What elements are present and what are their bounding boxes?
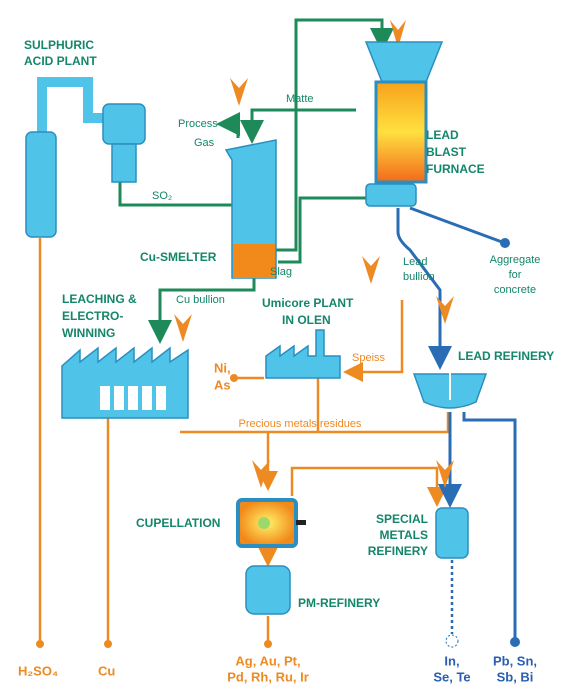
- label: Matte: [286, 93, 314, 105]
- label: Aggregate: [490, 254, 541, 266]
- aggregate-line: [409, 206, 503, 244]
- label: SO₂: [152, 190, 172, 202]
- label: PM-REFINERY: [298, 596, 380, 610]
- label: Speiss: [352, 352, 386, 364]
- umicore-plant: [265, 329, 341, 379]
- label: ELECTRO-: [62, 309, 123, 323]
- output: Pb, Sn,: [493, 653, 537, 668]
- speiss-line: [343, 300, 404, 382]
- acid-vessel: [102, 103, 146, 145]
- label: bullion: [403, 271, 435, 283]
- special-refinery-vessel: [435, 507, 469, 559]
- label: concrete: [494, 284, 536, 296]
- label: METALS: [380, 528, 428, 542]
- label: Process: [178, 118, 218, 130]
- acid-vessel-base: [111, 143, 137, 183]
- label: WINNING: [62, 326, 115, 340]
- pm-refinery-vessel: [245, 565, 291, 615]
- output: Sb, Bi: [497, 669, 534, 684]
- output: H₂SO₄: [18, 663, 58, 678]
- label: LEACHING &: [62, 292, 137, 306]
- label: Cu-SMELTER: [140, 250, 217, 264]
- flows: [36, 18, 520, 648]
- so2-line: [118, 180, 238, 207]
- label: Ni,: [214, 360, 231, 375]
- label: ACID PLANT: [24, 54, 97, 68]
- dot: [230, 374, 238, 382]
- label: Precious metals residues: [239, 418, 362, 430]
- label: CUPELLATION: [136, 516, 220, 530]
- cells: [100, 386, 166, 410]
- to-special: [290, 466, 447, 507]
- furnace-hopper: [364, 41, 444, 83]
- label: Cu bullion: [176, 294, 225, 306]
- equipment: [25, 41, 488, 615]
- dot: [104, 640, 112, 648]
- label: Gas: [194, 137, 215, 149]
- label: SULPHURIC: [24, 38, 94, 52]
- acid-tower: [25, 131, 57, 238]
- acid-pipe: [37, 77, 110, 132]
- dot: [445, 634, 459, 648]
- burner: [296, 520, 306, 525]
- leaching-plant: [61, 346, 189, 419]
- dot: [500, 238, 510, 248]
- furnace-shaft: [374, 80, 428, 184]
- feed-arrows: [174, 20, 454, 488]
- feed-line: [276, 18, 394, 252]
- output: In,: [444, 653, 459, 668]
- label: Lead: [403, 256, 427, 268]
- labels: SULPHURIC ACID PLANT Process Gas SO₂ Mat…: [18, 38, 554, 684]
- matte-line: [240, 108, 356, 144]
- output: Se, Te: [433, 669, 470, 684]
- label: for: [509, 269, 522, 281]
- dot: [36, 640, 44, 648]
- label: IN OLEN: [282, 313, 331, 327]
- lead-bullion-line: [396, 208, 452, 370]
- gas-line: [216, 112, 240, 138]
- output: Pd, Rh, Ru, Ir: [227, 669, 309, 684]
- smelter-melt: [233, 244, 275, 278]
- label: BLAST: [426, 145, 467, 159]
- label: Slag: [270, 266, 292, 278]
- output: Cu: [98, 663, 115, 678]
- label: As: [214, 377, 231, 392]
- dot: [510, 637, 520, 647]
- label: FURNACE: [426, 162, 485, 176]
- residues-line: [180, 412, 450, 434]
- furnace-base: [365, 183, 417, 207]
- label: REFINERY: [368, 544, 428, 558]
- cu-bullion-line: [148, 278, 256, 344]
- label: Umicore PLANT: [262, 296, 354, 310]
- slag-line: [278, 196, 366, 264]
- label: LEAD REFINERY: [458, 349, 554, 363]
- label: SPECIAL: [376, 512, 428, 526]
- cupel: [258, 517, 270, 529]
- dot: [264, 640, 272, 648]
- base-out: [462, 412, 517, 640]
- label: LEAD: [426, 128, 459, 142]
- output: Ag, Au, Pt,: [235, 653, 300, 668]
